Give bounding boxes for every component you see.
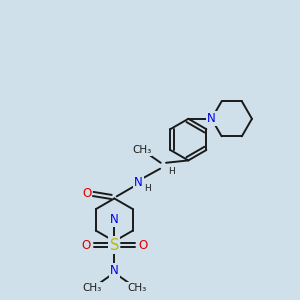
Text: CH₃: CH₃	[82, 283, 102, 293]
Text: O: O	[82, 238, 91, 252]
Text: N: N	[110, 264, 119, 277]
Text: H: H	[169, 167, 176, 176]
Text: CH₃: CH₃	[132, 145, 151, 155]
Text: O: O	[138, 238, 147, 252]
Text: CH₃: CH₃	[127, 283, 146, 293]
Text: N: N	[134, 176, 143, 189]
Text: S: S	[110, 238, 119, 253]
Text: O: O	[82, 188, 91, 200]
Text: H: H	[144, 184, 150, 193]
Text: N: N	[110, 213, 119, 226]
Text: N: N	[207, 112, 216, 125]
